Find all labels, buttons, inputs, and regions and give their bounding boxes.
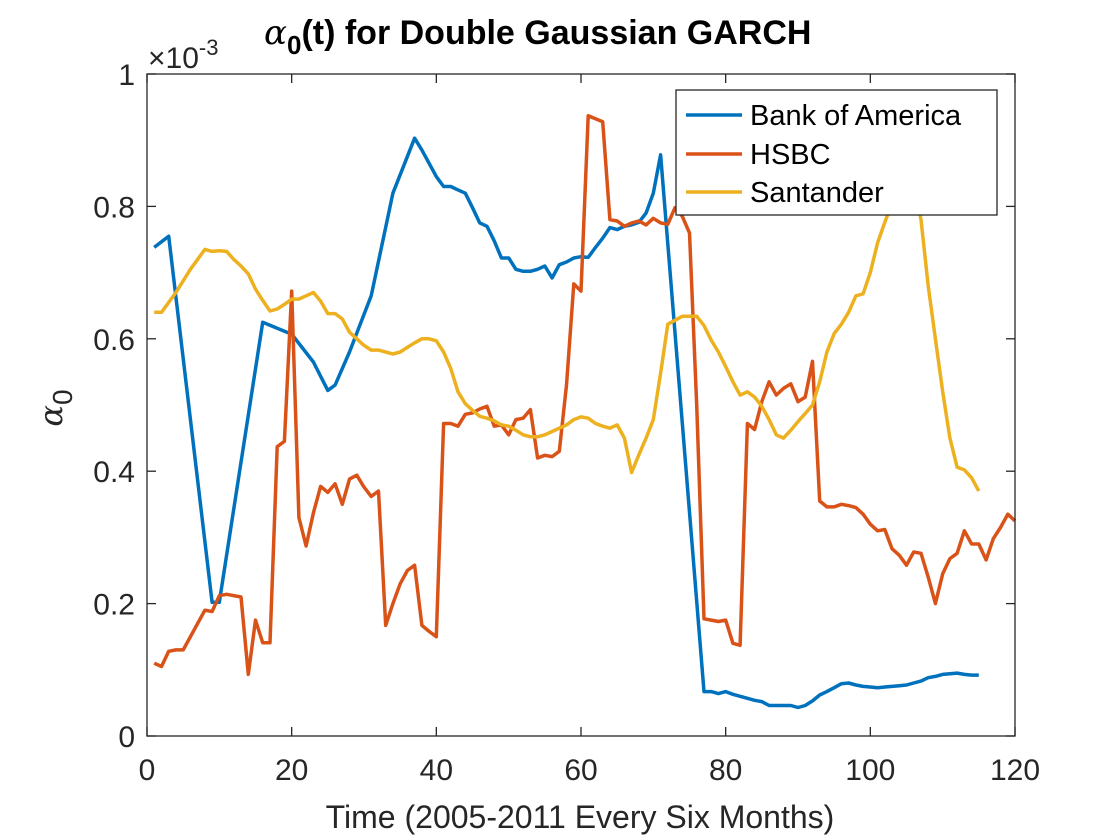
x-tick-label: 20: [275, 754, 308, 787]
legend: Bank of America HSBC Santander: [675, 89, 998, 216]
legend-label-hsbc: HSBC: [750, 139, 831, 171]
series-line-hsbc: [153, 113, 1017, 677]
y-tick-label: 0.2: [93, 589, 135, 622]
y-tick-label: 0: [118, 721, 135, 754]
y-tick-label: 0.4: [93, 456, 135, 489]
y-tick-label: 1: [118, 59, 135, 92]
x-axis-label: Time (2005-2011 Every Six Months): [326, 799, 835, 835]
x-tick-label: 120: [990, 754, 1040, 787]
series-layer: [153, 113, 1017, 710]
chart-title: α0(t) for Double Gaussian GARCH: [264, 13, 811, 60]
y-tick-label: 0.6: [93, 324, 135, 357]
x-tick-label: 60: [564, 754, 597, 787]
x-tick-label: 80: [709, 754, 742, 787]
exponent-label: ×10-3: [148, 35, 218, 75]
x-tick-label: 100: [845, 754, 895, 787]
legend-label-santander: Santander: [750, 177, 884, 209]
x-tick-label: 40: [420, 754, 453, 787]
series-line-santander: [154, 178, 981, 492]
y-axis-label: α0: [32, 389, 78, 426]
ticks-layer: 0 20 40 60 80 100 120 0 0.2 0.4 0.6 0.8 1: [93, 59, 1040, 787]
y-tick-label: 0.8: [93, 191, 135, 224]
x-tick-label: 0: [139, 754, 156, 787]
legend-label-bank-of-america: Bank of America: [750, 100, 962, 132]
